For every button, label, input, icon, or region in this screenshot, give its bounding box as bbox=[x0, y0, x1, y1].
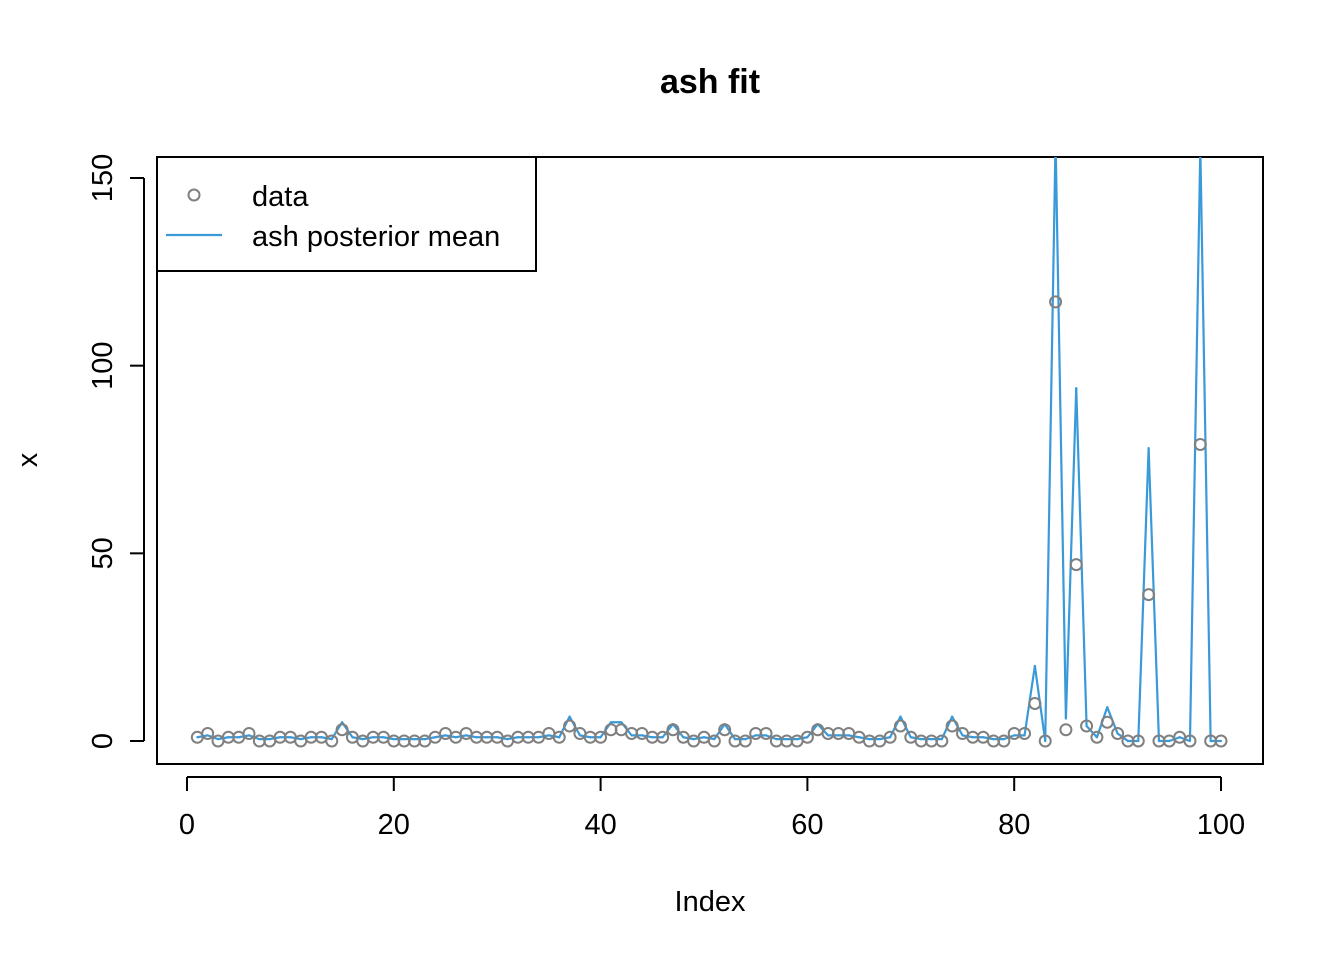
y-tick-label: 100 bbox=[87, 341, 119, 389]
legend-label-data: data bbox=[252, 181, 309, 213]
data-point bbox=[1018, 726, 1032, 740]
data-point bbox=[1059, 723, 1073, 737]
data-point bbox=[1131, 734, 1145, 748]
data-point bbox=[893, 719, 907, 733]
data-point bbox=[325, 734, 339, 748]
y-tick-label: 150 bbox=[87, 154, 119, 202]
legend-marker-data bbox=[187, 188, 201, 202]
data-point bbox=[935, 734, 949, 748]
data-point bbox=[1214, 734, 1228, 748]
data-point bbox=[552, 730, 566, 744]
data-point bbox=[335, 723, 349, 737]
data-point bbox=[1111, 726, 1125, 740]
y-axis-label: x bbox=[12, 452, 44, 467]
posterior-mean-segment bbox=[1085, 724, 1099, 739]
posterior-mean-segment bbox=[1075, 387, 1088, 728]
data-point bbox=[563, 719, 577, 733]
data-point bbox=[707, 734, 721, 748]
data-point bbox=[594, 730, 608, 744]
posterior-mean-segment bbox=[1054, 157, 1068, 720]
x-tick-label: 0 bbox=[179, 809, 195, 841]
data-point bbox=[666, 723, 680, 737]
data-point bbox=[883, 730, 897, 744]
x-axis-label: Index bbox=[675, 886, 746, 918]
data-point bbox=[1028, 696, 1042, 710]
data-point bbox=[656, 730, 670, 744]
data-point bbox=[997, 734, 1011, 748]
chart-title: ash fit bbox=[660, 63, 760, 101]
data-point bbox=[1142, 588, 1156, 602]
data-point bbox=[1038, 734, 1052, 748]
data-point bbox=[242, 726, 256, 740]
data-point bbox=[1183, 734, 1197, 748]
plot-frame bbox=[156, 156, 1264, 765]
data-point bbox=[800, 730, 814, 744]
data-point bbox=[738, 734, 752, 748]
data-point bbox=[1069, 558, 1083, 572]
posterior-mean-segment bbox=[1064, 387, 1078, 720]
data-point bbox=[1090, 730, 1104, 744]
y-axis: 0 50 100 150 bbox=[87, 154, 145, 749]
legend-box bbox=[156, 156, 537, 272]
data-point bbox=[1080, 719, 1094, 733]
data-point bbox=[945, 719, 959, 733]
y-tick-label: 0 bbox=[87, 733, 119, 749]
x-tick-label: 40 bbox=[584, 809, 616, 841]
x-tick-label: 20 bbox=[378, 809, 410, 841]
data-point bbox=[1193, 437, 1207, 451]
x-tick-label: 60 bbox=[791, 809, 823, 841]
x-tick-label: 80 bbox=[998, 809, 1030, 841]
legend-label-posterior-mean: ash posterior mean bbox=[252, 221, 500, 253]
data-point bbox=[759, 726, 773, 740]
x-axis: 0 20 40 60 80 100 bbox=[179, 776, 1245, 841]
legend: data ash posterior mean bbox=[156, 156, 537, 272]
plot-area bbox=[190, 157, 1228, 748]
data-point bbox=[718, 723, 732, 737]
x-tick-label: 100 bbox=[1197, 809, 1245, 841]
data-point bbox=[201, 726, 215, 740]
posterior-mean-segment bbox=[1044, 157, 1057, 743]
y-tick-label: 50 bbox=[87, 537, 119, 569]
data-point bbox=[1049, 295, 1063, 309]
data-point bbox=[1100, 715, 1114, 729]
